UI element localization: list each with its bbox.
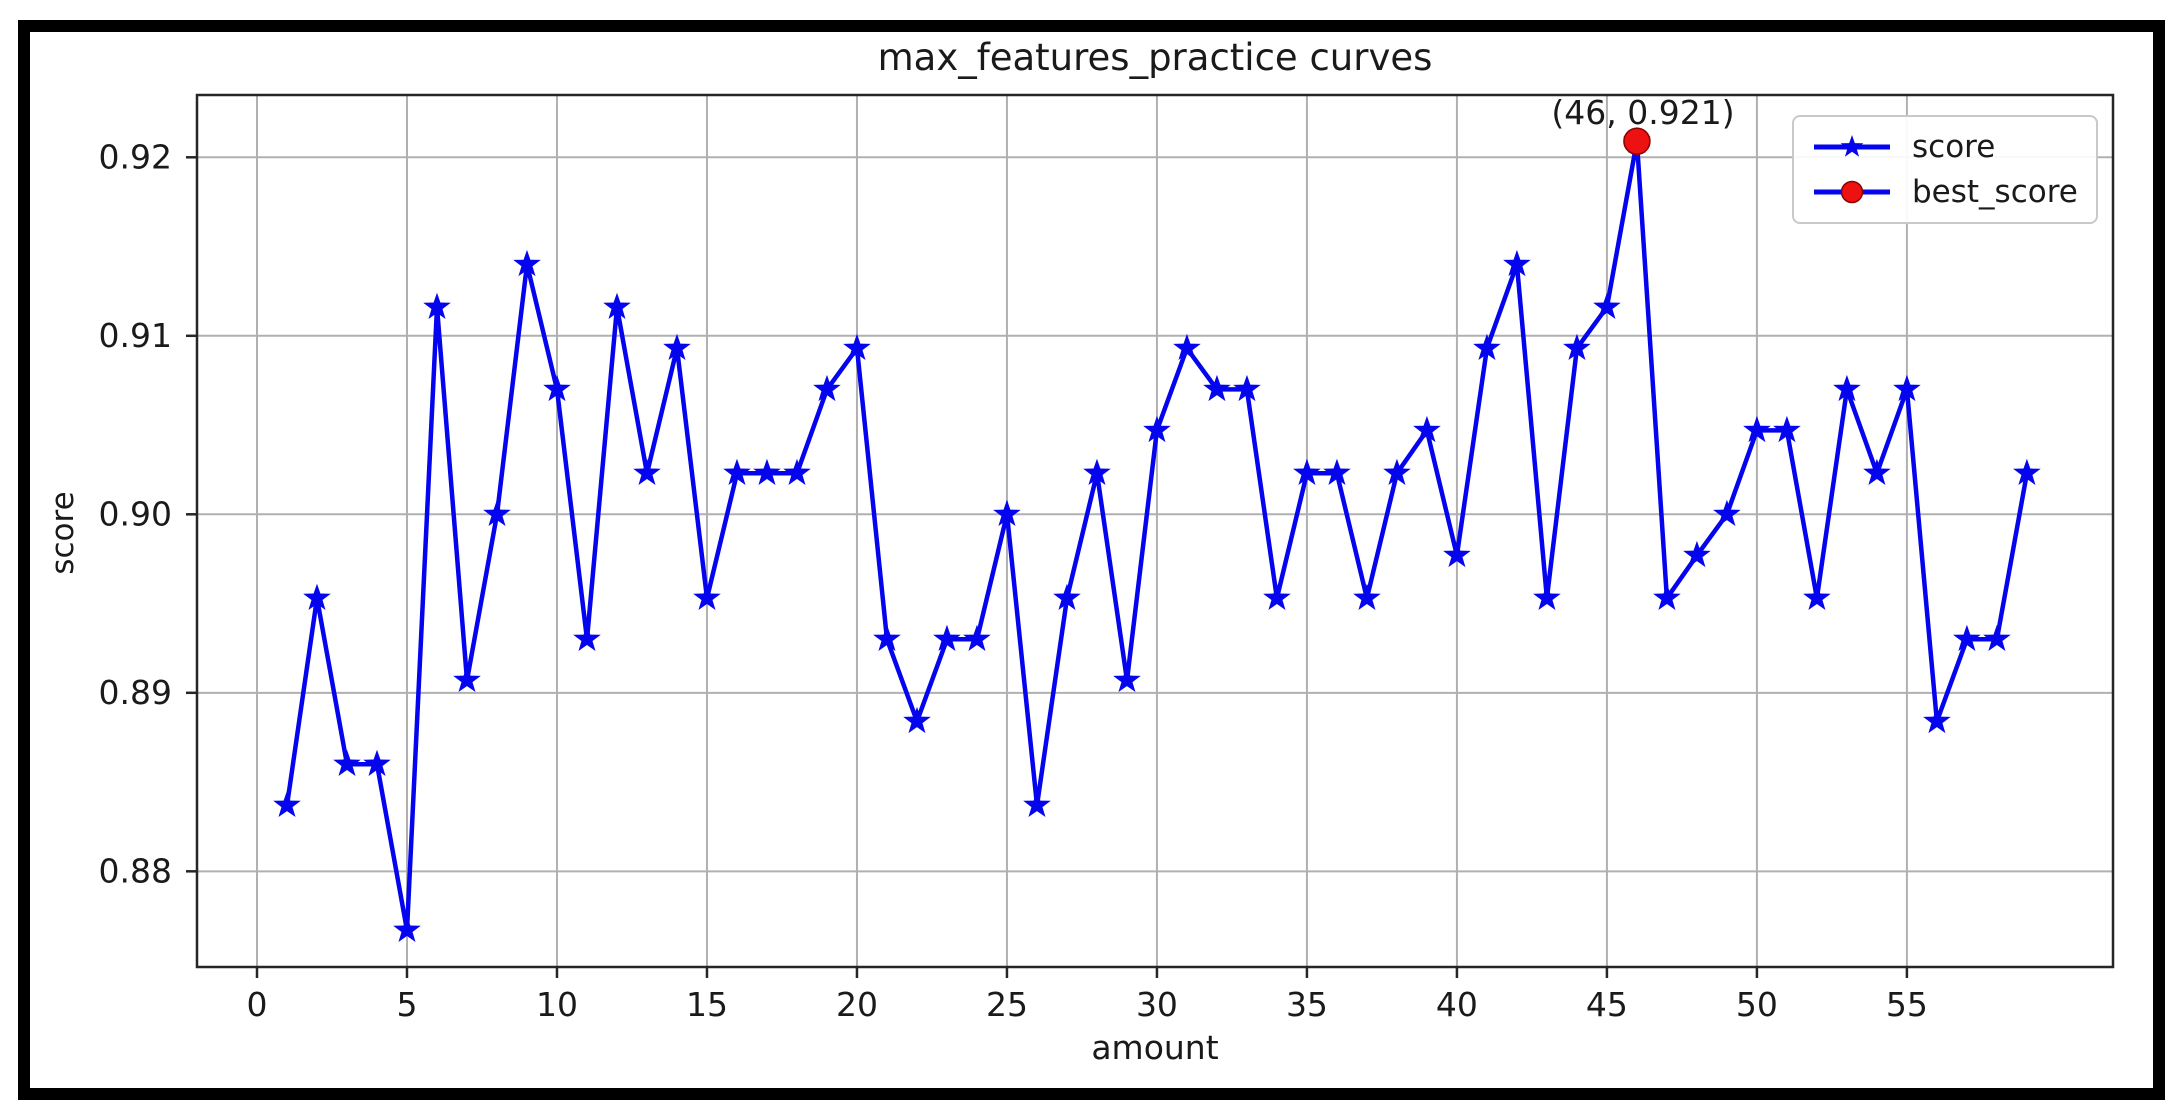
score-point — [1323, 458, 1351, 485]
score-point — [993, 499, 1021, 527]
score-point — [1113, 665, 1141, 693]
y-tick-label: 0.88 — [99, 851, 172, 890]
score-point — [1533, 583, 1561, 610]
score-point — [753, 458, 781, 485]
legend-item-best-score: best_score — [1794, 175, 2096, 209]
score-point — [1653, 583, 1681, 610]
score-point — [1593, 292, 1621, 319]
x-tick-label: 45 — [1586, 985, 1628, 1024]
score-point — [663, 333, 691, 361]
score-point — [1053, 583, 1081, 610]
score-point — [1233, 374, 1261, 402]
x-tick-label: 35 — [1286, 985, 1328, 1024]
score-point — [633, 458, 661, 485]
score-point — [303, 583, 331, 610]
score-point — [1743, 415, 1771, 443]
score-point — [1803, 583, 1831, 610]
score-point — [873, 624, 901, 651]
score-point — [363, 749, 391, 776]
best-score-annotation: (46, 0.921) — [1551, 93, 1735, 132]
legend: score best_score — [1792, 115, 2098, 224]
x-tick-label: 20 — [836, 985, 878, 1024]
score-point — [393, 915, 421, 942]
score-point — [1953, 624, 1981, 651]
score-point — [1023, 790, 1051, 817]
score-point — [813, 374, 841, 402]
score-point — [1833, 374, 1861, 402]
y-axis-label: score — [45, 491, 81, 575]
score-point — [2013, 458, 2041, 485]
red-dot-marker-icon — [1814, 180, 1890, 204]
score-point — [1293, 458, 1321, 485]
score-point — [903, 706, 931, 734]
score-point — [1503, 249, 1531, 277]
score-point — [1683, 540, 1711, 568]
score-point — [513, 249, 541, 277]
score-point — [1893, 374, 1921, 402]
score-point — [1203, 374, 1231, 402]
score-point — [453, 665, 481, 693]
tick-labels: 0 5 10 15 20 25 30 35 40 45 50 55 0.88 0.89 0.90 0.91 0.… — [99, 137, 1928, 1024]
best-score-point — [1623, 127, 1651, 155]
score-point — [543, 374, 571, 402]
score-point — [1713, 499, 1741, 527]
legend-label-best-score: best_score — [1912, 173, 2078, 210]
y-tick-label: 0.89 — [99, 673, 172, 712]
x-tick-label: 50 — [1736, 985, 1778, 1024]
score-point — [933, 624, 961, 651]
x-axis-label: amount — [1091, 1028, 1219, 1067]
score-point — [483, 499, 511, 527]
y-tick-label: 0.91 — [99, 316, 172, 355]
x-tick-label: 0 — [246, 985, 267, 1024]
x-tick-label: 55 — [1886, 985, 1928, 1024]
x-tick-label: 40 — [1436, 985, 1478, 1024]
score-point — [1923, 706, 1951, 734]
score-point — [273, 790, 301, 817]
score-point — [1263, 583, 1291, 610]
score-point — [723, 458, 751, 485]
tick-marks — [186, 156, 1909, 978]
y-tick-label: 0.92 — [99, 137, 172, 176]
score-point — [693, 583, 721, 610]
score-point — [603, 292, 631, 319]
score-point — [573, 624, 601, 651]
score-point — [423, 292, 451, 319]
score-point — [1863, 458, 1891, 485]
score-point — [1143, 415, 1171, 443]
x-tick-label: 25 — [986, 985, 1028, 1024]
score-point — [1773, 415, 1801, 443]
score-point — [1983, 624, 2011, 651]
x-tick-label: 30 — [1136, 985, 1178, 1024]
score-point — [1413, 415, 1441, 443]
score-point — [333, 749, 361, 776]
score-point — [1443, 540, 1471, 568]
blue-star-marker-icon — [1814, 135, 1890, 157]
axes-spines — [195, 93, 2115, 969]
y-tick-label: 0.90 — [99, 494, 172, 533]
score-point — [963, 624, 991, 651]
score-point — [1473, 333, 1501, 361]
score-point — [1383, 458, 1411, 485]
score-point — [1563, 333, 1591, 361]
score-point — [783, 458, 811, 485]
score-point — [1083, 458, 1111, 485]
x-tick-label: 15 — [686, 985, 728, 1024]
score-point — [1173, 333, 1201, 361]
legend-item-score: score — [1794, 130, 2096, 164]
score-point — [843, 333, 871, 361]
legend-label-score: score — [1912, 128, 1996, 165]
score-point — [1353, 583, 1381, 610]
x-tick-label: 10 — [536, 985, 578, 1024]
x-tick-label: 5 — [396, 985, 417, 1024]
chart-title: max_features_practice curves — [877, 36, 1433, 79]
